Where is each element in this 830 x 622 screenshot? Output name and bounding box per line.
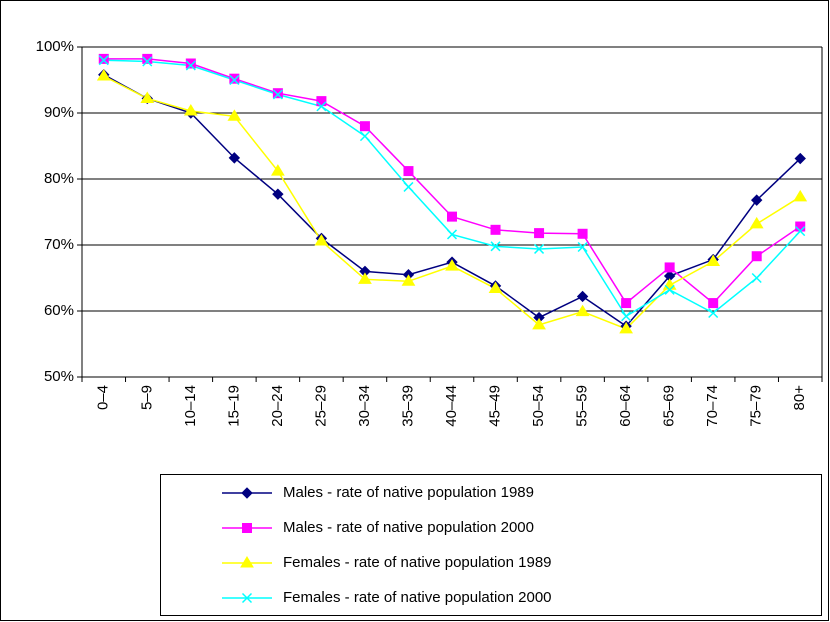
data-point (490, 224, 501, 235)
data-point (403, 181, 414, 192)
data-point (751, 251, 762, 262)
x-tick-label: 50–54 (530, 385, 547, 427)
data-point (185, 60, 196, 71)
x-tick-label: 30–34 (356, 385, 373, 427)
data-point (577, 241, 588, 253)
legend-label: Males - rate of native population 1989 (283, 484, 534, 501)
x-tick-label: 5–9 (138, 385, 155, 410)
legend-marker (242, 523, 252, 533)
legend-marker (241, 487, 253, 499)
data-point (749, 216, 764, 229)
x-tick-label: 40–44 (443, 385, 460, 427)
data-point (795, 221, 806, 232)
legend-box (160, 474, 822, 616)
data-point (403, 166, 414, 177)
data-point (619, 321, 634, 334)
data-point (750, 194, 763, 206)
data-point (708, 298, 719, 309)
x-tick-label: 10–14 (182, 385, 199, 427)
data-point (140, 91, 155, 103)
data-point (447, 211, 457, 222)
data-point (98, 53, 109, 64)
legend-label: Females - rate of native population 2000 (283, 589, 552, 606)
data-point (359, 121, 370, 132)
x-tick-label: 55–59 (574, 385, 591, 427)
legend-label: Males - rate of native population 2000 (283, 519, 534, 536)
x-tick-label: 70–74 (704, 385, 721, 427)
y-tick-label: 100% (36, 38, 74, 55)
data-point (229, 74, 240, 86)
legend-marker (241, 592, 253, 604)
x-tick-label: 80+ (791, 385, 808, 411)
y-tick-label: 80% (44, 170, 74, 187)
data-point (227, 109, 242, 121)
data-point (98, 55, 109, 66)
data-point (795, 226, 806, 237)
data-point (706, 254, 721, 266)
data-point (316, 101, 327, 112)
data-point (532, 317, 546, 330)
data-point (751, 272, 762, 284)
x-tick-label: 60–64 (617, 385, 634, 427)
data-point (794, 152, 806, 165)
data-point (142, 56, 153, 67)
data-point (708, 307, 719, 319)
data-point (272, 89, 283, 100)
x-tick-label: 25–29 (312, 385, 329, 427)
data-point (445, 259, 459, 271)
data-point (446, 229, 458, 240)
data-point (96, 69, 111, 81)
data-point (229, 73, 240, 84)
legend-label: Females - rate of native population 1989 (283, 554, 552, 571)
data-point (142, 53, 153, 64)
data-point (185, 58, 196, 69)
data-point (488, 281, 503, 294)
y-tick-label: 50% (44, 368, 74, 385)
y-tick-label: 60% (44, 302, 74, 319)
data-point (183, 104, 198, 116)
x-tick-label: 75–79 (748, 385, 765, 427)
data-point (401, 274, 416, 286)
y-tick-label: 90% (44, 104, 74, 121)
x-tick-label: 20–24 (269, 385, 286, 427)
data-point (314, 234, 329, 246)
data-point (621, 298, 632, 309)
data-point (664, 284, 675, 295)
data-point (621, 311, 632, 322)
data-point (358, 272, 372, 284)
x-tick-label: 45–49 (486, 385, 503, 427)
data-point (359, 131, 370, 142)
x-tick-label: 15–19 (225, 385, 242, 427)
data-point (490, 241, 501, 252)
data-point (228, 152, 241, 164)
data-point (577, 228, 588, 239)
data-point (272, 188, 284, 200)
y-tick-label: 70% (44, 236, 74, 253)
data-point (534, 228, 545, 239)
data-point (793, 189, 808, 202)
legend-marker (240, 556, 254, 568)
x-tick-label: 35–39 (399, 385, 416, 427)
data-point (576, 290, 589, 303)
data-point (272, 88, 283, 99)
x-tick-label: 65–69 (661, 385, 678, 427)
x-tick-label: 0–4 (95, 385, 112, 410)
data-point (575, 304, 590, 317)
data-point (534, 243, 545, 254)
data-point (664, 262, 675, 273)
data-point (270, 164, 285, 176)
